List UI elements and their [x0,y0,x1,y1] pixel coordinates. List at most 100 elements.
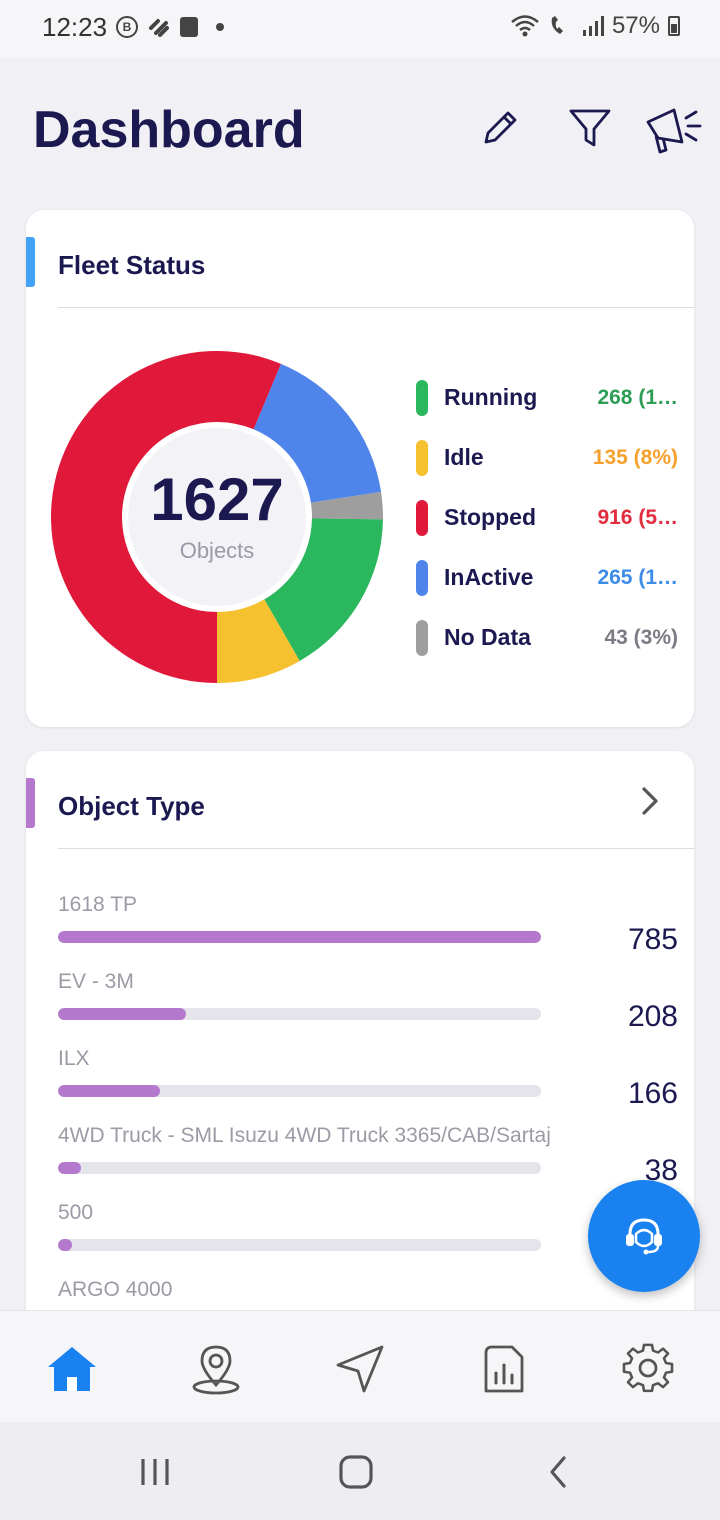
nav-map[interactable] [186,1339,246,1399]
report-icon [484,1345,524,1393]
bottom-navigation [0,1310,720,1423]
legend-label: Running [444,384,538,410]
object-type-count: 785 [627,923,678,956]
card-accent [26,778,35,828]
home-button[interactable] [331,1450,381,1494]
object-type-bar-fill [58,1008,186,1020]
donut-hole [122,422,312,612]
page-title: Dashboard [33,101,305,159]
support-agent-icon [626,1218,662,1255]
media-notification-icon [180,17,198,37]
legend-value: 135 (8%) [592,446,678,469]
system-navigation-bar [0,1422,720,1520]
object-type-bar-fill [58,931,541,943]
legend-swatch [416,440,428,476]
donut-svg [51,351,383,683]
legend-swatch [416,380,428,416]
legend-item-inactive[interactable]: InActive 265 (1… [416,558,678,618]
object-type-label: ARGO 4000 [58,1278,173,1301]
b-notification-icon: B [116,16,138,38]
filter-button[interactable] [562,100,618,156]
legend-label: Idle [444,444,484,470]
more-notifications-icon [216,23,224,31]
announcements-button[interactable] [642,100,708,156]
donut-slice-stopped[interactable] [51,351,282,683]
object-type-label: 4WD Truck - SML Isuzu 4WD Truck 3365/CAB… [58,1124,551,1147]
notification-icons: B [116,16,224,38]
object-type-label: 500 [58,1201,94,1224]
donut-slice-running[interactable] [262,518,383,661]
back-button[interactable] [533,1450,583,1494]
card-divider [58,848,694,849]
object-type-count: 208 [627,1000,678,1033]
object-type-bar-track [58,1085,541,1097]
object-type-bar-fill [58,1239,72,1251]
legend-label: InActive [444,564,534,590]
legend-item-running[interactable]: Running 268 (1… [416,378,678,438]
support-fab-button[interactable] [588,1180,700,1292]
legend-item-no-data[interactable]: No Data 43 (3%) [416,618,678,678]
legend-value: 43 (3%) [604,626,678,649]
legend-label: No Data [444,624,531,650]
donut-slice-no-data[interactable] [307,491,383,520]
recent-apps-icon [141,1459,169,1485]
object-type-label: 1618 TP [58,893,138,916]
object-type-label: ILX [58,1047,90,1070]
fleet-status-legend: Running 268 (1… Idle 135 (8%) Stopped 916 (5…… [416,378,678,678]
object-type-bar-fill [58,1085,161,1097]
home-circle-icon [339,1455,373,1489]
legend-item-idle[interactable]: Idle 135 (8%) [416,438,678,498]
object-type-row[interactable]: EV - 3M 208 [58,960,678,1037]
object-type-label: EV - 3M [58,970,134,993]
filter-icon [569,109,611,147]
legend-value: 265 (1… [597,566,678,589]
pencil-icon [484,111,517,144]
object-type-bar-track [58,1239,541,1251]
nav-settings[interactable] [618,1339,678,1399]
legend-value: 916 (5… [597,506,678,529]
edit-button[interactable] [472,100,528,156]
navigation-arrow-icon [336,1345,384,1393]
object-type-bar-track [58,931,541,943]
legend-swatch [416,500,428,536]
nav-tracking[interactable] [330,1339,390,1399]
legend-label: Stopped [444,504,536,530]
slack-notification-icon [149,19,169,37]
status-time: 12:23 [42,12,108,42]
battery-percent: 57% [611,12,660,39]
donut-slice-inactive[interactable] [252,363,382,504]
object-type-row[interactable]: ILX 166 [58,1037,678,1114]
card-accent [26,237,35,287]
back-icon [550,1456,566,1488]
object-type-row[interactable]: 1618 TP 785 [58,883,678,960]
card-divider [58,307,694,308]
object-type-count: 166 [627,1077,678,1110]
object-type-card: Object Type 1618 TP 785 EV - 3M 208 ILX 166 4W… [26,751,694,1331]
object-type-list: 1618 TP 785 EV - 3M 208 ILX 166 4WD Truck - SM… [58,883,678,1331]
fleet-status-title: Fleet Status [58,250,206,280]
donut-slice-idle[interactable] [217,596,300,683]
object-type-title: Object Type [58,791,205,821]
object-type-bar-track [58,1162,541,1174]
nav-home[interactable] [42,1339,102,1399]
object-type-bar-track [58,1008,541,1020]
settings-gear-icon [622,1343,674,1393]
legend-swatch [416,560,428,596]
object-type-more-button[interactable] [630,781,670,821]
recent-apps-button[interactable] [130,1450,180,1494]
object-type-row[interactable]: 500 [58,1191,678,1268]
battery-icon [668,16,680,36]
megaphone-icon [646,108,702,154]
home-icon [48,1347,96,1391]
legend-item-stopped[interactable]: Stopped 916 (5… [416,498,678,558]
status-bar: 12:23 B 57% [0,0,720,58]
signal-icon [582,16,604,36]
nav-reports[interactable] [474,1339,534,1399]
fleet-status-donut-chart[interactable]: 1627 Objects [50,350,384,684]
legend-swatch [416,620,428,656]
wifi-calling-icon [551,16,563,34]
system-status-icons: 57% [510,12,680,40]
location-pin-icon [192,1345,240,1395]
legend-value: 268 (1… [597,386,678,409]
object-type-row[interactable]: 4WD Truck - SML Isuzu 4WD Truck 3365/CAB… [58,1114,678,1191]
